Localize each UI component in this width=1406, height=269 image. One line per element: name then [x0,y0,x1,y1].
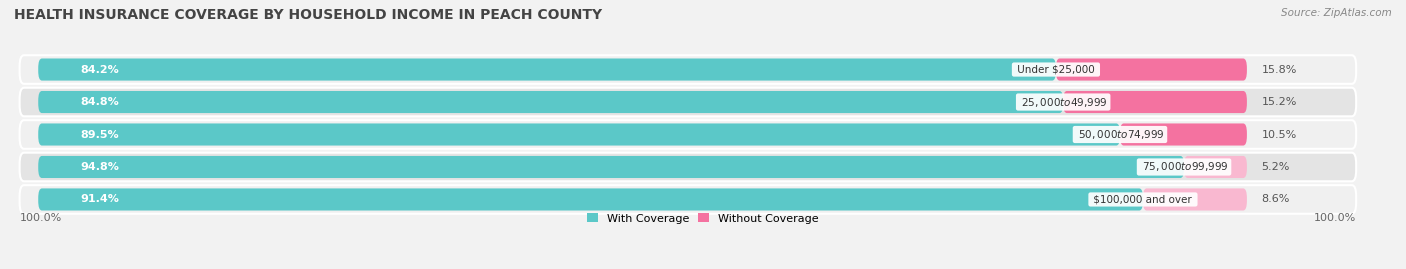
FancyBboxPatch shape [38,58,1056,81]
Text: 5.2%: 5.2% [1261,162,1289,172]
Text: $75,000 to $99,999: $75,000 to $99,999 [1139,161,1229,174]
FancyBboxPatch shape [1121,123,1247,146]
Text: 84.8%: 84.8% [80,97,120,107]
Text: HEALTH INSURANCE COVERAGE BY HOUSEHOLD INCOME IN PEACH COUNTY: HEALTH INSURANCE COVERAGE BY HOUSEHOLD I… [14,8,602,22]
FancyBboxPatch shape [1143,188,1247,211]
FancyBboxPatch shape [1063,91,1247,113]
Text: 100.0%: 100.0% [1313,213,1355,223]
Text: 89.5%: 89.5% [80,129,120,140]
Text: 10.5%: 10.5% [1261,129,1296,140]
Text: 100.0%: 100.0% [20,213,62,223]
FancyBboxPatch shape [20,185,1357,214]
FancyBboxPatch shape [38,91,1063,113]
Text: 94.8%: 94.8% [80,162,120,172]
Text: 8.6%: 8.6% [1261,194,1289,204]
FancyBboxPatch shape [38,156,1184,178]
Text: 84.2%: 84.2% [80,65,120,75]
FancyBboxPatch shape [1056,58,1247,81]
FancyBboxPatch shape [20,55,1357,84]
Text: 15.8%: 15.8% [1261,65,1296,75]
Text: $50,000 to $74,999: $50,000 to $74,999 [1074,128,1166,141]
Text: Under $25,000: Under $25,000 [1014,65,1098,75]
Legend: With Coverage, Without Coverage: With Coverage, Without Coverage [588,213,818,224]
FancyBboxPatch shape [20,153,1357,181]
Text: Source: ZipAtlas.com: Source: ZipAtlas.com [1281,8,1392,18]
Text: 15.2%: 15.2% [1261,97,1296,107]
FancyBboxPatch shape [1184,156,1247,178]
FancyBboxPatch shape [38,123,1121,146]
Text: $100,000 and over: $100,000 and over [1091,194,1195,204]
Text: 91.4%: 91.4% [80,194,120,204]
FancyBboxPatch shape [38,188,1143,211]
FancyBboxPatch shape [20,120,1357,149]
Text: $25,000 to $49,999: $25,000 to $49,999 [1018,95,1108,108]
FancyBboxPatch shape [20,88,1357,116]
